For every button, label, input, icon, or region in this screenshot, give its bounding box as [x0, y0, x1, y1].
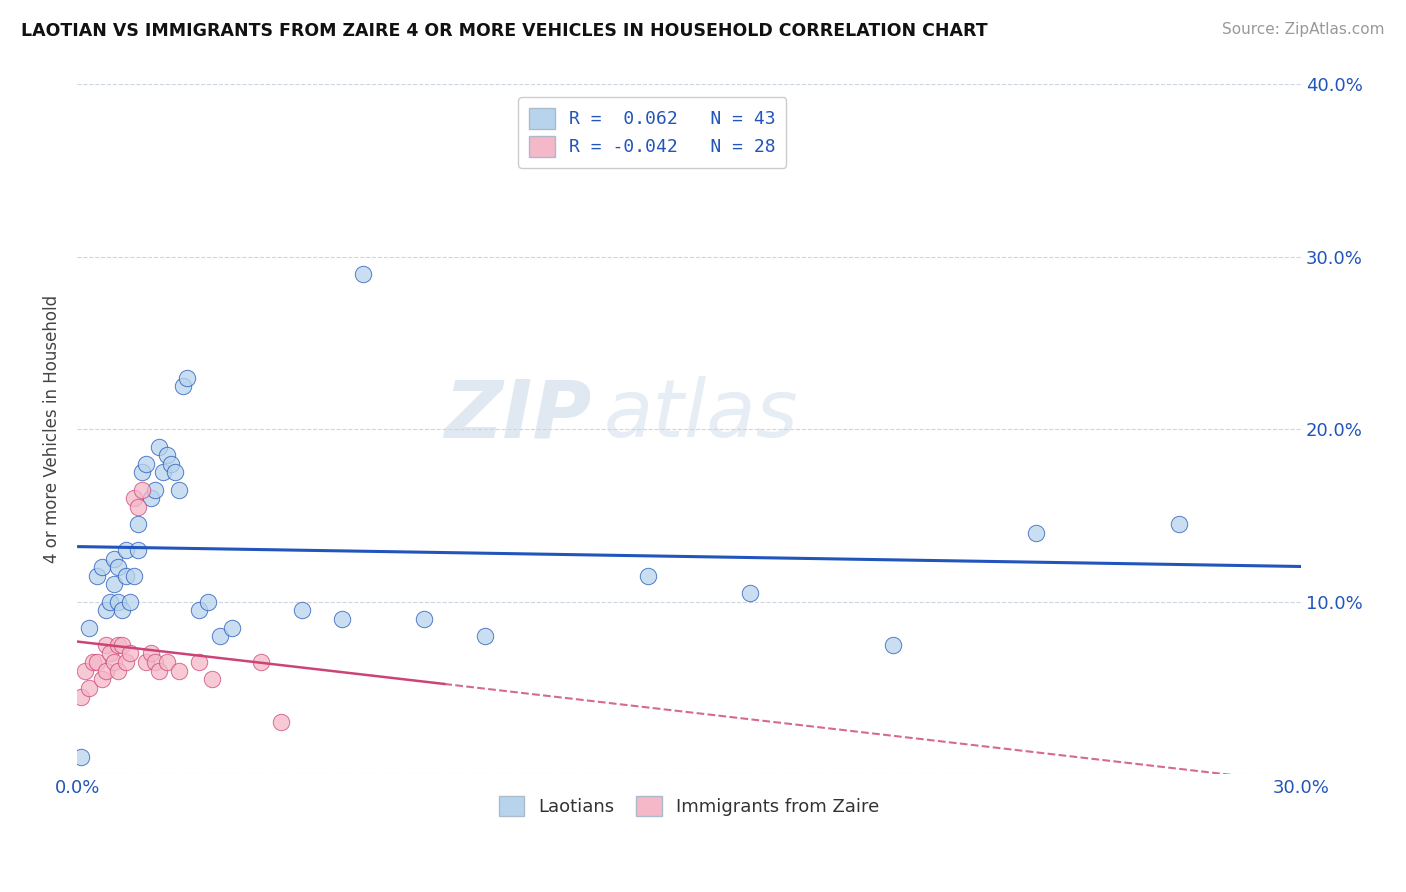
Point: [98, 647, 121, 661]
Point: [70, 690, 93, 704]
Point: [103, 551, 125, 566]
Point: [176, 370, 198, 384]
Point: [103, 577, 125, 591]
Point: [94, 603, 117, 617]
Point: [115, 569, 138, 583]
Point: [107, 595, 129, 609]
Point: [160, 457, 183, 471]
Point: [156, 655, 179, 669]
Point: [197, 595, 219, 609]
Point: [412, 612, 434, 626]
Point: [107, 560, 129, 574]
Point: [1025, 525, 1047, 540]
Point: [139, 491, 162, 506]
Point: [94, 638, 117, 652]
Point: [172, 379, 194, 393]
Point: [131, 466, 153, 480]
Legend: Laotians, Immigrants from Zaire: Laotians, Immigrants from Zaire: [492, 789, 887, 823]
Text: atlas: atlas: [603, 376, 799, 455]
Point: [135, 655, 157, 669]
Point: [740, 586, 762, 600]
Point: [79, 621, 101, 635]
Point: [120, 647, 142, 661]
Point: [122, 569, 145, 583]
Point: [98, 595, 121, 609]
Point: [111, 603, 134, 617]
Point: [143, 483, 166, 497]
Point: [115, 543, 138, 558]
Point: [127, 543, 149, 558]
Point: [208, 629, 231, 643]
Point: [90, 673, 112, 687]
Point: [167, 483, 190, 497]
Point: [352, 267, 374, 281]
Point: [70, 750, 93, 764]
Point: [474, 629, 496, 643]
Point: [111, 638, 134, 652]
Point: [163, 466, 186, 480]
Y-axis label: 4 or more Vehicles in Household: 4 or more Vehicles in Household: [44, 295, 60, 564]
Point: [249, 655, 271, 669]
Point: [152, 466, 174, 480]
Point: [201, 673, 224, 687]
Point: [90, 560, 112, 574]
Point: [135, 457, 157, 471]
Point: [107, 664, 129, 678]
Point: [330, 612, 353, 626]
Point: [188, 655, 211, 669]
Point: [148, 664, 170, 678]
Point: [290, 603, 312, 617]
Point: [1167, 517, 1189, 532]
Point: [270, 715, 292, 730]
Point: [107, 638, 129, 652]
Text: Source: ZipAtlas.com: Source: ZipAtlas.com: [1222, 22, 1385, 37]
Point: [79, 681, 101, 695]
Point: [86, 569, 108, 583]
Point: [188, 603, 211, 617]
Point: [637, 569, 659, 583]
Point: [94, 664, 117, 678]
Point: [148, 440, 170, 454]
Point: [115, 655, 138, 669]
Point: [127, 517, 149, 532]
Point: [122, 491, 145, 506]
Text: LAOTIAN VS IMMIGRANTS FROM ZAIRE 4 OR MORE VEHICLES IN HOUSEHOLD CORRELATION CHA: LAOTIAN VS IMMIGRANTS FROM ZAIRE 4 OR MO…: [21, 22, 987, 40]
Point: [221, 621, 243, 635]
Text: ZIP: ZIP: [444, 376, 591, 455]
Point: [131, 483, 153, 497]
Point: [86, 655, 108, 669]
Point: [75, 664, 97, 678]
Point: [139, 647, 162, 661]
Point: [882, 638, 904, 652]
Point: [120, 595, 142, 609]
Point: [82, 655, 104, 669]
Point: [143, 655, 166, 669]
Point: [156, 448, 179, 462]
Point: [167, 664, 190, 678]
Point: [103, 655, 125, 669]
Point: [127, 500, 149, 514]
